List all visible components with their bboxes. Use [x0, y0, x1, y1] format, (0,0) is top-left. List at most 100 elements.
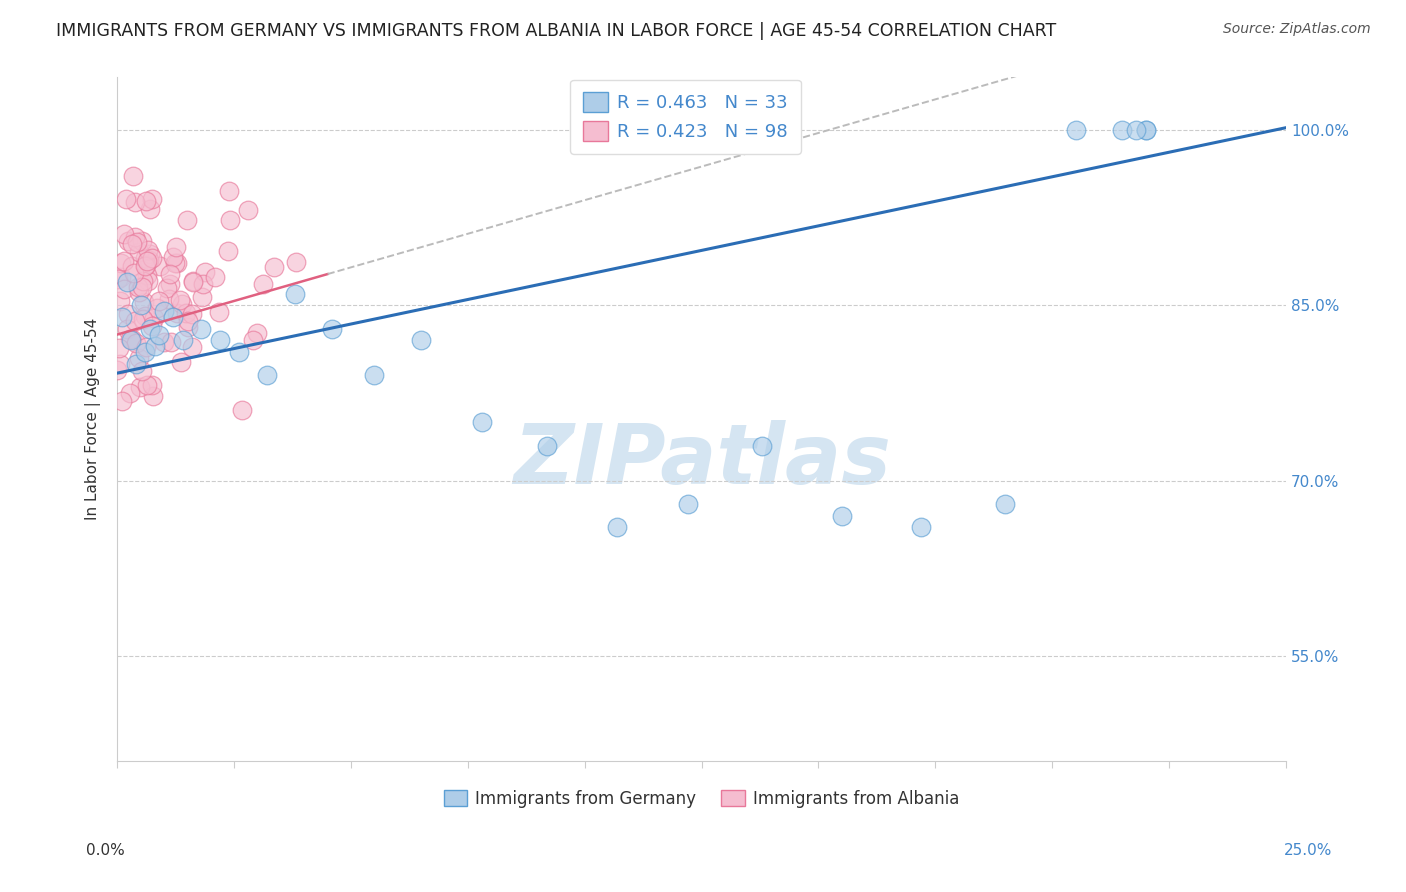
Point — [138, 253, 160, 268]
Point — [208, 305, 231, 319]
Point — [160, 335, 183, 350]
Point — [236, 202, 259, 217]
Point — [132, 274, 155, 288]
Point — [751, 438, 773, 452]
Point — [135, 194, 157, 208]
Point — [172, 297, 194, 311]
Point — [135, 340, 157, 354]
Point — [143, 311, 166, 326]
Point — [128, 244, 150, 259]
Text: ZIPatlas: ZIPatlas — [513, 420, 890, 500]
Point — [141, 192, 163, 206]
Point — [1135, 123, 1157, 137]
Point — [256, 368, 278, 383]
Point — [180, 307, 202, 321]
Point — [136, 254, 159, 268]
Point — [134, 251, 156, 265]
Point — [108, 342, 131, 356]
Point — [242, 333, 264, 347]
Point — [112, 227, 135, 241]
Point — [252, 277, 274, 291]
Point — [183, 274, 205, 288]
Point — [153, 304, 176, 318]
Point — [115, 275, 138, 289]
Point — [136, 274, 159, 288]
Point — [135, 258, 157, 272]
Point — [166, 255, 188, 269]
Point — [246, 326, 269, 341]
Point — [284, 254, 307, 268]
Text: IMMIGRANTS FROM GERMANY VS IMMIGRANTS FROM ALBANIA IN LABOR FORCE | AGE 45-54 CO: IMMIGRANTS FROM GERMANY VS IMMIGRANTS FR… — [56, 22, 1056, 40]
Point — [138, 244, 160, 258]
Point — [148, 294, 170, 309]
Point — [138, 247, 160, 261]
Point — [124, 195, 146, 210]
Point — [321, 321, 343, 335]
Point — [217, 244, 239, 259]
Point — [606, 520, 628, 534]
Point — [176, 213, 198, 227]
Point — [191, 289, 214, 303]
Point — [159, 277, 181, 292]
Point — [122, 266, 145, 280]
Point — [676, 497, 699, 511]
Point — [910, 520, 932, 534]
Point — [141, 319, 163, 334]
Point — [831, 508, 853, 523]
Point — [193, 277, 215, 291]
Point — [128, 351, 150, 365]
Point — [118, 386, 141, 401]
Point — [536, 438, 558, 452]
Point — [124, 230, 146, 244]
Point — [228, 345, 250, 359]
Point — [135, 268, 157, 282]
Point — [128, 380, 150, 394]
Point — [107, 272, 129, 286]
Point — [153, 334, 176, 349]
Point — [125, 357, 148, 371]
Point — [162, 250, 184, 264]
Point — [124, 314, 146, 328]
Point — [172, 334, 194, 348]
Point — [139, 321, 162, 335]
Point — [141, 378, 163, 392]
Point — [134, 294, 156, 309]
Point — [118, 332, 141, 346]
Point — [1125, 123, 1147, 137]
Point — [1111, 123, 1133, 137]
Point — [181, 275, 204, 289]
Point — [471, 415, 494, 429]
Point — [180, 340, 202, 354]
Point — [134, 309, 156, 323]
Point — [143, 339, 166, 353]
Point — [141, 252, 163, 266]
Point — [112, 253, 135, 268]
Point — [1064, 123, 1087, 137]
Point — [209, 334, 232, 348]
Point — [110, 256, 132, 270]
Point — [218, 184, 240, 198]
Point — [139, 202, 162, 217]
Point — [169, 293, 191, 307]
Point — [162, 310, 184, 324]
Point — [218, 213, 240, 227]
Point — [117, 234, 139, 248]
Point — [994, 497, 1017, 511]
Point — [131, 364, 153, 378]
Y-axis label: In Labor Force | Age 45-54: In Labor Force | Age 45-54 — [86, 318, 101, 520]
Point — [166, 305, 188, 319]
Point — [169, 355, 191, 369]
Text: Source: ZipAtlas.com: Source: ZipAtlas.com — [1223, 22, 1371, 37]
Point — [121, 333, 143, 347]
Point — [111, 393, 134, 408]
Point — [117, 307, 139, 321]
Point — [176, 314, 198, 328]
Point — [165, 240, 187, 254]
Point — [131, 280, 153, 294]
Point — [111, 310, 134, 324]
Point — [190, 321, 212, 335]
Point — [204, 270, 226, 285]
Point — [131, 235, 153, 249]
Point — [105, 363, 128, 377]
Legend: Immigrants from Germany, Immigrants from Albania: Immigrants from Germany, Immigrants from… — [437, 783, 966, 814]
